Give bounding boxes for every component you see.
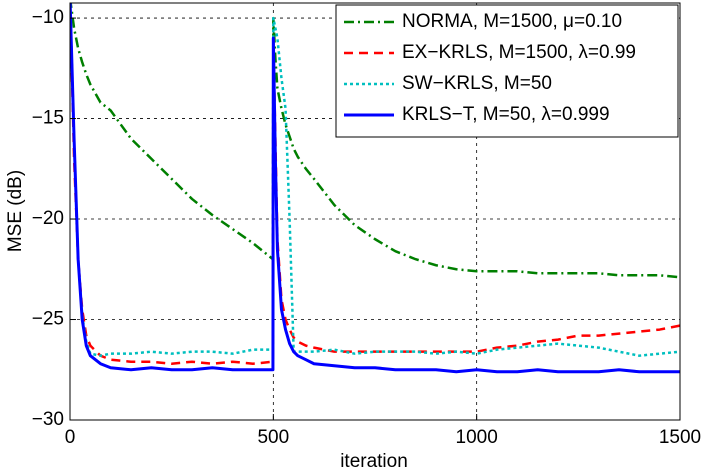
ticks: 0 500 1000 1500 −30 −25 −20 −15 −10 — [32, 7, 701, 448]
y-tick-label: −25 — [32, 309, 64, 330]
y-axis-label: MSE (dB) — [5, 170, 26, 252]
series-line — [70, 3, 680, 279]
legend-label: KRLS−T, M=50, λ=0.999 — [402, 104, 610, 125]
series-line — [70, 3, 680, 357]
x-tick-label: 500 — [257, 427, 289, 448]
y-tick-label: −20 — [32, 208, 64, 229]
legend-label: NORMA, M=1500, μ=0.10 — [402, 11, 622, 32]
legend: NORMA, M=1500, μ=0.10 EX−KRLS, M=1500, λ=… — [335, 4, 679, 138]
legend-label: SW−KRLS, M=50 — [402, 73, 552, 94]
x-axis-label: iteration — [340, 451, 408, 470]
series-line — [70, 3, 680, 365]
plot-lines — [70, 3, 680, 374]
y-tick-label: −30 — [32, 409, 64, 430]
series-line — [70, 3, 680, 374]
y-tick-label: −15 — [32, 108, 64, 129]
x-tick-label: 1500 — [659, 427, 701, 448]
axes-box — [69, 2, 681, 421]
x-tick-label: 1000 — [456, 427, 498, 448]
y-tick-label: −10 — [32, 7, 64, 28]
x-tick-label: 0 — [65, 427, 76, 448]
legend-label: EX−KRLS, M=1500, λ=0.99 — [402, 42, 636, 63]
